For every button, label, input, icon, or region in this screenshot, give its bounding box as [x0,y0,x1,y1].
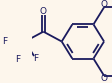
Text: O: O [100,74,107,83]
Text: F: F [2,37,7,46]
Text: F: F [33,54,38,63]
Text: O: O [100,0,107,9]
Text: F: F [15,55,20,64]
Text: O: O [40,7,46,16]
